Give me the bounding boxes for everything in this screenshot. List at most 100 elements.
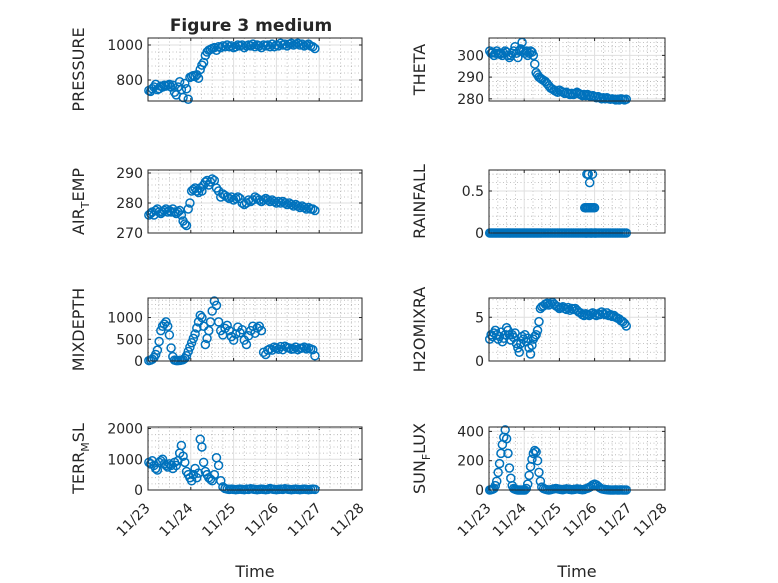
- data-point: [496, 448, 506, 459]
- data-point: [192, 323, 202, 333]
- y-tick-label: 280: [457, 92, 484, 108]
- y-tick-label: 800: [116, 73, 143, 89]
- data-point: [211, 300, 222, 311]
- data-point: [534, 467, 544, 478]
- y-tick-label: 0: [475, 354, 484, 370]
- data-point: [532, 455, 543, 466]
- y-tick-label: 280: [116, 196, 143, 212]
- data-point: [180, 219, 190, 229]
- data-point: [308, 344, 318, 355]
- data-point: [209, 42, 220, 53]
- data-point: [209, 469, 220, 480]
- y-tick-label: 5: [475, 310, 484, 326]
- data-point: [176, 210, 187, 220]
- data-point: [152, 345, 163, 355]
- data-point: [501, 433, 512, 444]
- data-point: [186, 338, 197, 348]
- data-point: [193, 468, 204, 478]
- data-point: [524, 343, 534, 353]
- data-point: [228, 335, 239, 345]
- data-point: [513, 52, 523, 63]
- data-point: [280, 198, 290, 208]
- data-point: [286, 38, 297, 48]
- data-point: [521, 483, 532, 494]
- data-point: [530, 59, 540, 69]
- data-point: [527, 454, 537, 464]
- data-point: [193, 73, 204, 83]
- y-tick-label: 200: [457, 454, 484, 470]
- data-point: [514, 347, 525, 357]
- data-point: [518, 334, 529, 344]
- data-point: [256, 325, 267, 336]
- y-tick-label: 400: [457, 424, 484, 440]
- axes-frame: [147, 169, 363, 234]
- data-point: [621, 94, 632, 105]
- data-point: [207, 174, 217, 184]
- data-point: [171, 460, 181, 471]
- data-point: [192, 472, 202, 483]
- subplot-2: 280 290 300 THETA: [410, 37, 666, 108]
- data-point: [222, 320, 232, 331]
- y-axis-label: TERRMSL: [69, 423, 92, 495]
- subplot-6: 0 5 H2OMIXRA: [410, 287, 666, 373]
- data-point: [263, 195, 273, 205]
- data-point: [293, 201, 303, 211]
- axes-frame: [147, 297, 363, 362]
- data-point: [150, 349, 161, 360]
- y-tick-label: 300: [457, 48, 484, 64]
- y-tick-label: 290: [457, 70, 484, 86]
- data-point: [178, 451, 188, 461]
- data-point: [308, 204, 318, 214]
- y-axis-label: AIRTEMP: [69, 168, 92, 235]
- x-axis-label: Time: [234, 562, 274, 581]
- data-point: [162, 207, 173, 217]
- y-tick-label: 1000: [107, 38, 143, 54]
- y-tick-label: 270: [116, 226, 143, 242]
- axes-frame: [488, 297, 666, 362]
- data-point: [310, 484, 320, 495]
- data-point: [308, 42, 318, 52]
- axes-frame: [488, 37, 666, 102]
- y-tick-label: 0.5: [462, 184, 484, 200]
- y-axis-label: RAINFALL: [410, 164, 429, 239]
- data-point: [154, 336, 164, 347]
- data-point: [528, 50, 539, 61]
- data-point: [174, 205, 185, 216]
- data-point: [299, 342, 309, 352]
- data-point: [204, 325, 214, 336]
- axes-frame: [488, 426, 666, 491]
- data-point: [213, 317, 224, 327]
- subplot-4: 0 0.5 RAINFALL: [410, 164, 666, 242]
- figure-title: Figure 3 medium: [170, 16, 332, 36]
- data-point: [301, 204, 312, 214]
- data-point: [181, 220, 192, 231]
- data-point: [218, 330, 228, 340]
- data-point: [491, 476, 502, 486]
- y-tick-label: 0: [475, 226, 484, 242]
- data-point: [200, 339, 211, 350]
- data-point: [183, 94, 193, 104]
- data-point: [224, 193, 235, 204]
- data-point: [180, 78, 190, 89]
- data-point: [190, 329, 200, 339]
- subplot-1: 800 1000 PRESSURE: [69, 27, 363, 112]
- data-point: [297, 39, 307, 49]
- subplot-3: 270 280 290 AIRTEMP: [69, 166, 363, 242]
- data-point: [181, 351, 192, 361]
- data-point: [162, 321, 173, 331]
- data-point: [197, 186, 207, 196]
- data-point: [531, 447, 541, 457]
- data-point: [176, 440, 187, 451]
- data-point: [530, 445, 540, 456]
- y-axis-label: H2OMIXRA: [410, 287, 429, 373]
- data-point: [621, 321, 632, 331]
- y-axis-label: SUNFLUX: [410, 423, 433, 494]
- data-point: [494, 331, 505, 342]
- data-point: [503, 448, 513, 459]
- data-point: [185, 342, 195, 352]
- data-point: [197, 442, 207, 452]
- y-tick-label: 1000: [107, 311, 143, 327]
- data-point: [310, 43, 320, 54]
- data-point: [511, 338, 522, 349]
